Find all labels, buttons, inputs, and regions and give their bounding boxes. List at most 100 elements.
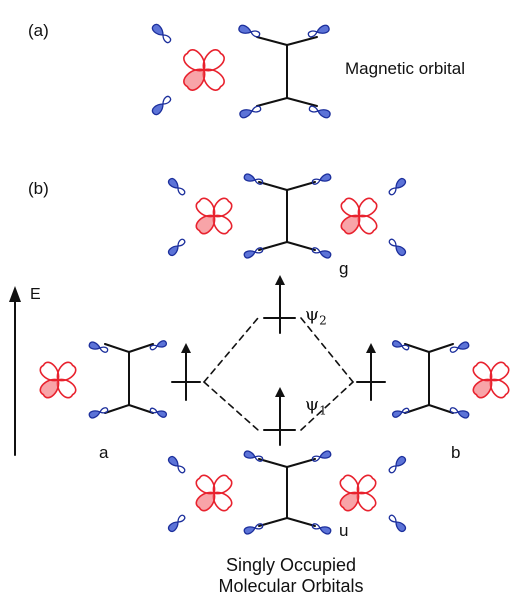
bridge-bond bbox=[428, 343, 454, 353]
ligand-orbital-back-lobe bbox=[99, 407, 109, 414]
ligand-orbital-icon bbox=[239, 105, 262, 119]
ligand-orbital-front-lobe bbox=[167, 521, 179, 533]
ligand-orbital-front-lobe bbox=[167, 177, 179, 189]
psi1-symbol: ψ bbox=[305, 394, 320, 415]
metal-orbital-lobe bbox=[340, 214, 361, 235]
bridge-bond bbox=[286, 241, 316, 251]
metal-orbital-icon bbox=[39, 361, 77, 399]
bridge-bond bbox=[258, 517, 288, 527]
ligand-orbital-back-lobe bbox=[177, 514, 186, 523]
ligand-orbital-back-lobe bbox=[254, 247, 264, 254]
bridge-bond bbox=[286, 181, 316, 191]
metal-orbital-lobe bbox=[202, 49, 225, 72]
metal-orbital-lobe bbox=[212, 474, 233, 495]
ligand-orbital-icon bbox=[388, 514, 407, 533]
metal-orbital-lobe bbox=[489, 361, 510, 382]
metal-orbital-lobe bbox=[56, 361, 77, 382]
ligand-orbital-back-lobe bbox=[308, 105, 319, 113]
ligand-orbital-icon bbox=[151, 23, 172, 44]
metal-orbital-icon bbox=[195, 474, 233, 512]
ligand-orbital-icon bbox=[167, 177, 186, 196]
psi1-label: ψ1 bbox=[305, 396, 327, 417]
metal-orbital-lobe bbox=[340, 197, 361, 218]
caption-line-1: Singly Occupied bbox=[225, 555, 357, 575]
energy-axis-label: E bbox=[30, 286, 41, 303]
ligand-orbital-back-lobe bbox=[251, 105, 262, 113]
ligand-orbital-front-lobe bbox=[391, 410, 403, 418]
ligand-orbital-front-lobe bbox=[88, 341, 101, 350]
ligand-orbital-icon bbox=[243, 247, 264, 259]
metal-orbital-lobe bbox=[212, 491, 233, 512]
correlation-line bbox=[203, 381, 259, 431]
ligand-orbital-front-lobe bbox=[156, 410, 168, 418]
bridge-bond bbox=[104, 404, 130, 414]
ligand-orbital-icon bbox=[311, 450, 332, 462]
ligand-orbital-icon bbox=[388, 177, 407, 196]
ligand-orbital-back-lobe bbox=[149, 407, 158, 414]
ligand-orbital-front-lobe bbox=[319, 173, 332, 182]
ligand-orbital-front-lobe bbox=[395, 245, 407, 257]
bridge-bond bbox=[428, 404, 454, 414]
ligand-orbital-icon bbox=[243, 173, 264, 185]
electron-spin-head bbox=[275, 387, 285, 397]
metal-orbital-icon bbox=[340, 197, 378, 235]
ligand-orbital-back-lobe bbox=[162, 95, 172, 105]
metal-orbital-lobe bbox=[212, 214, 233, 235]
ligand-orbital-icon bbox=[149, 340, 168, 351]
ligand-orbital-icon bbox=[151, 95, 172, 116]
ligand-orbital-icon bbox=[149, 407, 168, 418]
correlation-line bbox=[300, 381, 354, 431]
ligand-orbital-front-lobe bbox=[317, 109, 331, 119]
ligand-orbital-icon bbox=[88, 341, 109, 353]
ligand-orbital-back-lobe bbox=[388, 187, 397, 196]
metal-orbital-lobe bbox=[183, 68, 206, 91]
metal-orbital-lobe bbox=[56, 378, 77, 399]
metal-orbital-lobe bbox=[339, 491, 360, 512]
ligand-orbital-back-lobe bbox=[449, 346, 459, 353]
ligand-orbital-front-lobe bbox=[457, 341, 470, 350]
magnetic-orbital-label: Magnetic orbital bbox=[345, 59, 466, 78]
ligand-orbital-back-lobe bbox=[311, 178, 321, 185]
ligand-orbital-front-lobe bbox=[319, 526, 332, 535]
ligand-orbital-back-lobe bbox=[311, 455, 321, 462]
metal-orbital-lobe bbox=[195, 474, 216, 495]
bridge-bond bbox=[404, 343, 430, 353]
psi2-symbol: ψ bbox=[305, 304, 320, 325]
ligand-orbital-back-lobe bbox=[177, 187, 186, 196]
ligand-orbital-icon bbox=[238, 24, 261, 38]
ligand-orbital-back-lobe bbox=[401, 407, 410, 414]
fragment-b-label: b bbox=[451, 443, 461, 462]
ligand-orbital-front-lobe bbox=[156, 340, 168, 348]
metal-orbital-lobe bbox=[356, 491, 377, 512]
ligand-orbital-back-lobe bbox=[99, 346, 109, 353]
ligand-orbital-front-lobe bbox=[319, 250, 332, 259]
ligand-orbital-back-lobe bbox=[254, 455, 264, 462]
ligand-orbital-icon bbox=[391, 340, 410, 351]
metal-orbital-lobe bbox=[357, 214, 378, 235]
electron-spin-head bbox=[366, 343, 376, 353]
ligand-orbital-back-lobe bbox=[254, 178, 264, 185]
caption-line-2: Molecular Orbitals bbox=[218, 576, 364, 596]
ligand-orbital-back-lobe bbox=[149, 344, 158, 351]
ligand-orbital-back-lobe bbox=[177, 238, 186, 247]
ligand-orbital-front-lobe bbox=[243, 450, 256, 459]
psi1-subscript: 1 bbox=[319, 403, 327, 418]
bridge-bond bbox=[286, 458, 316, 468]
bridge-bond bbox=[128, 343, 154, 353]
caption: Singly Occupied Molecular Orbitals bbox=[196, 555, 386, 597]
ligand-orbital-front-lobe bbox=[151, 23, 164, 36]
psi2-label: ψ2 bbox=[305, 306, 327, 327]
correlation-line bbox=[300, 317, 354, 383]
ligand-orbital-front-lobe bbox=[243, 173, 256, 182]
ligand-orbital-front-lobe bbox=[238, 24, 252, 34]
metal-orbital-lobe bbox=[183, 49, 206, 72]
bridge-bond bbox=[104, 343, 130, 353]
ligand-orbital-icon bbox=[311, 247, 332, 259]
bridge-bond bbox=[258, 241, 288, 251]
ligand-orbital-front-lobe bbox=[151, 103, 164, 116]
ligand-orbital-front-lobe bbox=[167, 455, 179, 467]
ligand-orbital-front-lobe bbox=[88, 410, 101, 419]
metal-orbital-lobe bbox=[472, 361, 493, 382]
psi2-subscript: 2 bbox=[319, 313, 327, 328]
